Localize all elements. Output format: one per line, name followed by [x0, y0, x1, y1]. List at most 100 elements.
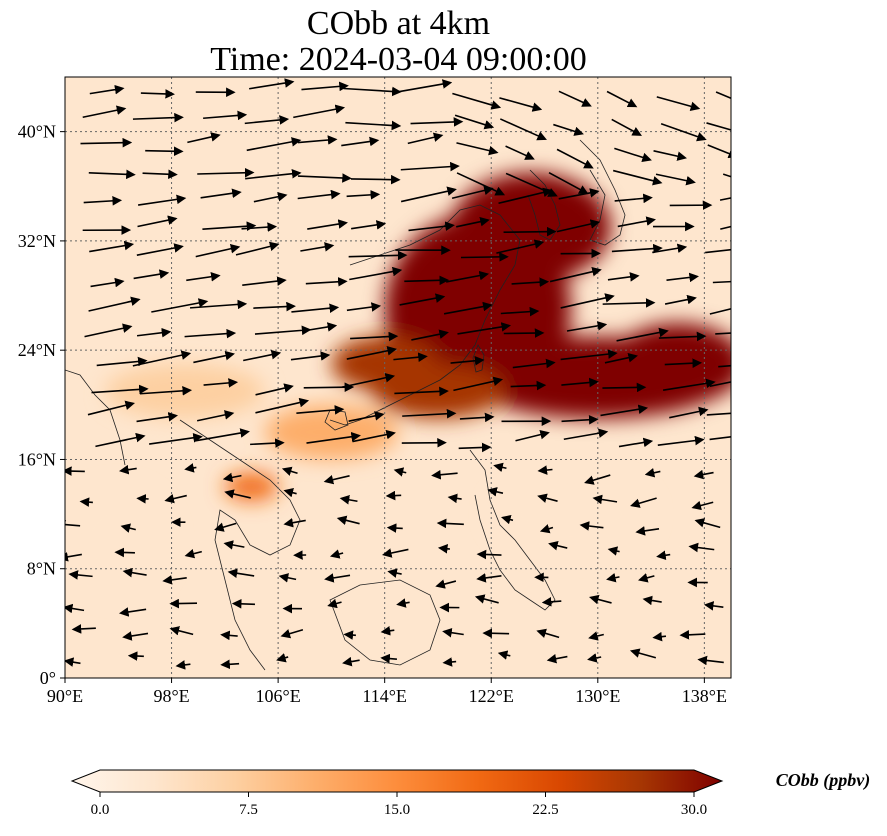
wind-arrow [245, 168, 302, 180]
wind-arrow [231, 599, 255, 609]
wind-arrow [396, 598, 410, 608]
wind-arrow [498, 187, 553, 205]
wind-arrow [329, 549, 344, 559]
wind-arrow [82, 105, 127, 119]
wind-arrow [291, 303, 340, 314]
plume-10 [65, 486, 172, 597]
wind-arrow [241, 222, 278, 232]
colorbar-ticks: 0.0 7.5 15.0 22.5 30.0 [91, 792, 707, 818]
wind-arrow [691, 500, 714, 511]
wind-arrow [715, 91, 731, 100]
wind-arrow [127, 651, 144, 661]
y-tick-label: 24°N [18, 340, 56, 360]
wind-arrow [186, 271, 221, 282]
wind-arrow [703, 601, 724, 611]
wind-arrow [606, 90, 638, 108]
y-axis-ticks: 0° 8°N 16°N 24°N 32°N 40°N [18, 122, 65, 688]
wind-arrow [195, 428, 250, 442]
wind-arrow [255, 383, 294, 396]
wind-arrow [122, 631, 149, 641]
wind-arrow [385, 490, 402, 501]
wind-arrow [658, 331, 707, 342]
wind-arrow [184, 549, 202, 559]
wind-arrow [664, 358, 703, 369]
wind-arrow [119, 464, 137, 475]
wind-arrow [87, 400, 135, 416]
wind-arrow [276, 653, 289, 663]
wind-arrow [280, 628, 304, 639]
wind-arrow [137, 194, 187, 206]
coastline-borneo [329, 579, 441, 666]
wind-arrow [718, 364, 731, 368]
wind-arrow [493, 462, 507, 473]
wind-arrow [95, 432, 146, 448]
plume-6 [224, 473, 279, 501]
wind-arrow [616, 327, 669, 342]
wind-arrow [548, 171, 589, 195]
wind-arrow [393, 352, 428, 362]
y-tick-label: 0° [40, 668, 56, 688]
wind-arrow [242, 276, 287, 286]
wind-arrow [402, 408, 457, 419]
x-tick-label: 122°E [469, 686, 514, 706]
wind-arrow [553, 123, 584, 136]
coastline-japan [579, 139, 626, 246]
wind-arrow [296, 405, 345, 415]
wind-arrow [200, 188, 242, 199]
wind-arrow [250, 438, 285, 448]
wind-arrow [122, 567, 147, 578]
wind-arrow [255, 397, 310, 414]
wind-arrow [707, 144, 731, 159]
wind-arrow [611, 118, 642, 136]
wind-arrow [706, 122, 731, 131]
wind-arrow [442, 627, 464, 638]
wind-arrow [652, 243, 688, 254]
wind-arrow [560, 293, 615, 309]
wind-arrow [278, 573, 297, 583]
wind-arrow [189, 299, 248, 310]
wind-arrow [537, 493, 558, 503]
map-plot-area [65, 77, 731, 678]
wind-arrow [638, 573, 655, 583]
wind-arrow [387, 568, 402, 578]
wind-arrow [119, 607, 147, 617]
wind-arrow [560, 349, 618, 361]
wind-arrow [600, 404, 649, 417]
wind-arrow [454, 114, 495, 130]
wind-arrow [65, 466, 85, 476]
plume-9 [491, 473, 652, 556]
wind-arrow [196, 410, 235, 422]
wind-arrow [584, 474, 611, 485]
wind-arrow [89, 84, 125, 95]
wind-arrow [657, 435, 705, 446]
wind-arrow [456, 142, 499, 156]
wind-arrow [712, 280, 731, 284]
wind-arrow [642, 595, 662, 606]
wind-arrow [223, 540, 245, 550]
wind-arrow [709, 303, 731, 315]
wind-arrow [445, 270, 490, 283]
wind-arrow [253, 191, 288, 203]
wind-arrow [307, 219, 348, 230]
wind-arrow [612, 169, 663, 186]
wind-arrow [558, 90, 592, 107]
wind-arrow [133, 269, 170, 280]
wind-arrow [561, 377, 599, 388]
wind-arrow [290, 351, 331, 361]
wind-arrow [254, 325, 312, 336]
wind-arrow [399, 293, 446, 306]
wind-arrow [175, 660, 191, 670]
wind-arrow [630, 497, 657, 508]
wind-arrow [458, 442, 492, 453]
wind-arrow [136, 494, 149, 504]
wind-arrow [592, 494, 618, 505]
wind-arrow [662, 378, 716, 391]
wind-arrow [394, 386, 449, 397]
wind-arrow [90, 277, 125, 288]
wind-arrow [503, 226, 557, 237]
wind-arrow [705, 248, 731, 254]
wind-arrow [89, 240, 135, 253]
wind-arrow [563, 428, 609, 441]
wind-arrow [536, 628, 560, 639]
wind-arrow [606, 572, 620, 583]
